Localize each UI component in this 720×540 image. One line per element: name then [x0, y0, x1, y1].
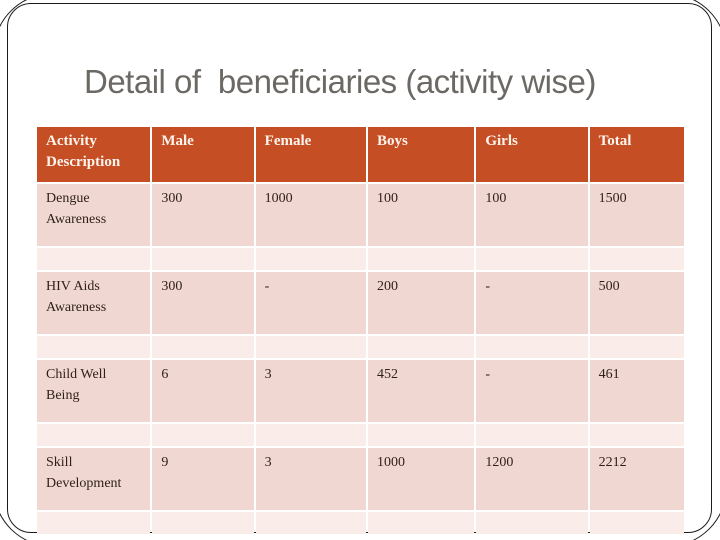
separator-cell — [589, 512, 684, 534]
table-cell-female: 1000 — [255, 184, 366, 246]
table-cell-male: 6 — [152, 360, 254, 422]
separator-row-3 — [37, 512, 684, 534]
table-cell-total: 500 — [589, 272, 684, 334]
separator-cell — [152, 248, 254, 270]
table-cell-boys: 100 — [368, 184, 475, 246]
separator-cell — [476, 248, 588, 270]
column-header-total: Total — [589, 127, 684, 182]
table-cell-female: 3 — [255, 360, 366, 422]
separator-cell — [368, 248, 475, 270]
table-cell-girls: - — [476, 360, 588, 422]
separator-cell — [37, 248, 151, 270]
separator-cell — [37, 424, 151, 446]
table-cell-girls: 100 — [476, 184, 588, 246]
separator-cell — [476, 336, 588, 358]
separator-cell — [255, 336, 366, 358]
column-header-boys: Boys — [368, 127, 475, 182]
beneficiaries-table: Activity Description Male Female Boys Girls T… — [35, 125, 686, 536]
separator-cell — [476, 512, 588, 534]
separator-cell — [368, 424, 475, 446]
table-row-3: Skill Development 9 3 1000 1200 2212 — [37, 448, 684, 510]
separator-cell — [37, 336, 151, 358]
table-cell-boys: 452 — [368, 360, 475, 422]
table-cell-girls: - — [476, 272, 588, 334]
separator-row-1 — [37, 336, 684, 358]
table-cell-male: 300 — [152, 272, 254, 334]
table-cell-total: 2212 — [589, 448, 684, 510]
table-cell-boys: 1000 — [368, 448, 475, 510]
separator-cell — [476, 424, 588, 446]
table-cell-total: 461 — [589, 360, 684, 422]
separator-cell — [255, 424, 366, 446]
beneficiaries-table-container: Activity Description Male Female Boys Girls T… — [35, 125, 686, 536]
table-cell-boys: 200 — [368, 272, 475, 334]
separator-cell — [152, 424, 254, 446]
separator-cell — [255, 248, 366, 270]
table-cell-girls: 1200 — [476, 448, 588, 510]
table-row-0: Dengue Awareness 300 1000 100 100 1500 — [37, 184, 684, 246]
column-header-male: Male — [152, 127, 254, 182]
separator-row-2 — [37, 424, 684, 446]
table-cell-female: 3 — [255, 448, 366, 510]
table-cell-male: 300 — [152, 184, 254, 246]
table-cell-activity: HIV Aids Awareness — [37, 272, 151, 334]
separator-cell — [152, 336, 254, 358]
table-header-row: Activity Description Male Female Boys Girls T… — [37, 127, 684, 182]
table-row-1: HIV Aids Awareness 300-200-500 — [37, 272, 684, 334]
table-cell-activity: Child Well Being — [37, 360, 151, 422]
table-cell-male: 9 — [152, 448, 254, 510]
separator-cell — [589, 424, 684, 446]
separator-cell — [255, 512, 366, 534]
separator-cell — [589, 336, 684, 358]
table-cell-activity: Skill Development — [37, 448, 151, 510]
column-header-girls: Girls — [476, 127, 588, 182]
table-body: Dengue Awareness 300 1000 100 100 1500 HIV Aid… — [37, 184, 684, 534]
table-cell-female: - — [255, 272, 366, 334]
separator-cell — [589, 248, 684, 270]
separator-cell — [37, 512, 151, 534]
page-title: Detail of beneficiaries (activity wise) — [84, 63, 596, 100]
separator-cell — [368, 512, 475, 534]
table-cell-total: 1500 — [589, 184, 684, 246]
separator-cell — [368, 336, 475, 358]
table-cell-activity: Dengue Awareness — [37, 184, 151, 246]
column-header-female: Female — [255, 127, 366, 182]
separator-cell — [152, 512, 254, 534]
column-header-activity: Activity Description — [37, 127, 151, 182]
separator-row-0 — [37, 248, 684, 270]
table-row-2: Child Well Being 6 3 452-461 — [37, 360, 684, 422]
